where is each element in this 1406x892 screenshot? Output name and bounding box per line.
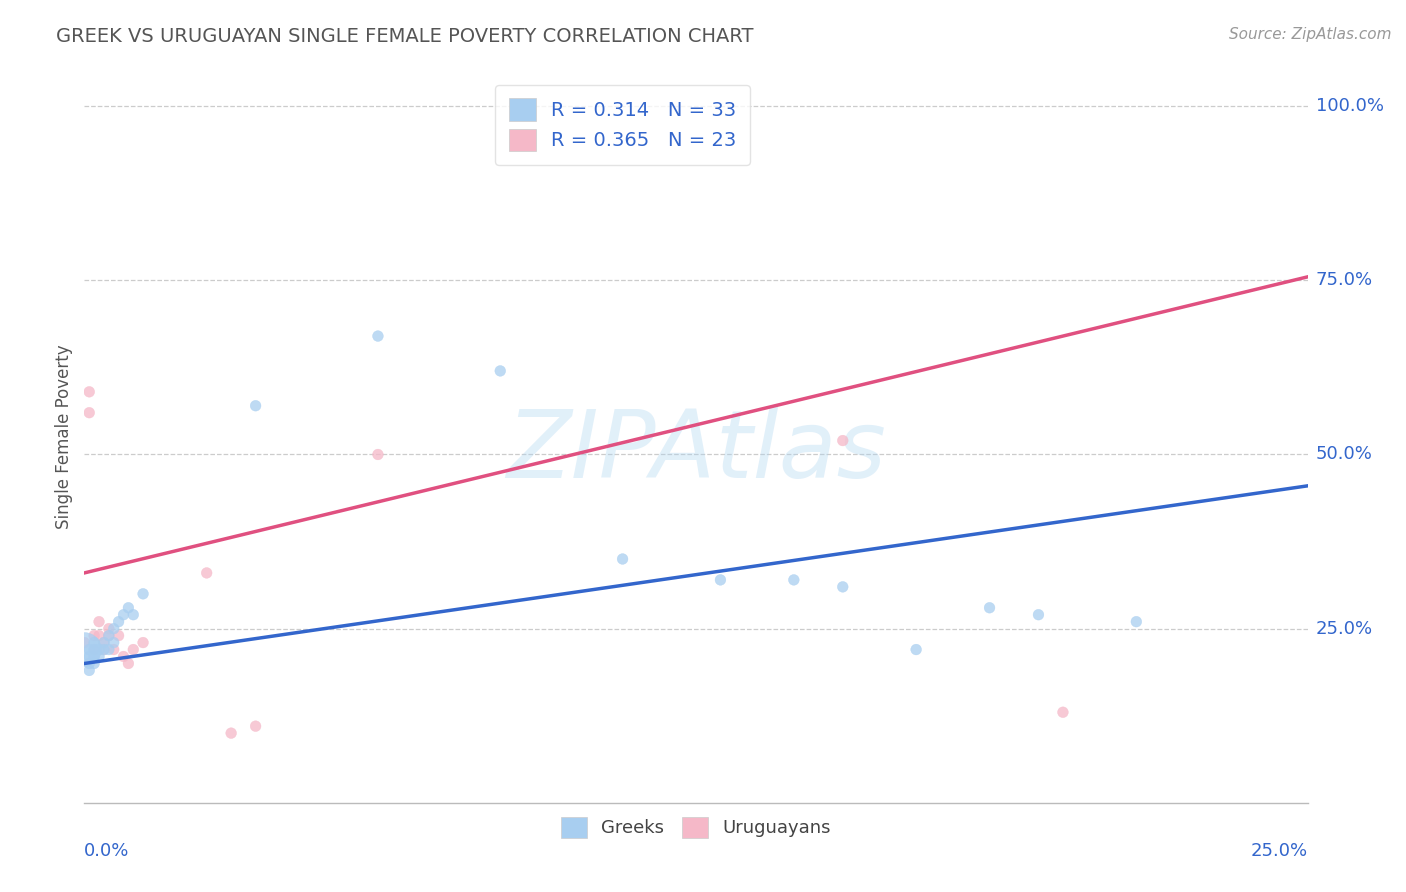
Point [103,622,125,636]
Point [219,726,242,740]
Point [93,642,115,657]
Point [709,573,731,587]
Point [87,615,110,629]
Text: Source: ZipAtlas.com: Source: ZipAtlas.com [1229,27,1392,42]
Point [122,642,145,657]
Y-axis label: Single Female Poverty: Single Female Poverty [55,345,73,529]
Point [245,719,267,733]
Point [107,615,129,629]
Text: 25.0%: 25.0% [1250,842,1308,860]
Point [77,642,100,657]
Point [73,635,96,649]
Point [112,607,135,622]
Text: GREEK VS URUGUAYAN SINGLE FEMALE POVERTY CORRELATION CHART: GREEK VS URUGUAYAN SINGLE FEMALE POVERTY… [56,27,754,45]
Point [117,600,139,615]
Point [117,657,139,671]
Text: 75.0%: 75.0% [1316,271,1374,289]
Point [367,448,389,462]
Point [132,587,155,601]
Point [97,622,120,636]
Point [87,629,110,643]
Point [1052,705,1074,719]
Point [107,629,129,643]
Point [103,642,125,657]
Point [489,364,512,378]
Point [97,642,120,657]
Point [831,580,853,594]
Point [831,434,853,448]
Point [83,629,105,643]
Point [132,635,155,649]
Point [83,642,105,657]
Point [77,649,100,664]
Point [93,642,115,657]
Point [905,642,928,657]
Legend: Greeks, Uruguayans: Greeks, Uruguayans [554,810,838,845]
Point [73,642,96,657]
Point [77,657,100,671]
Point [93,635,115,649]
Point [112,649,135,664]
Point [83,635,105,649]
Point [83,649,105,664]
Point [83,657,105,671]
Point [122,607,145,622]
Text: ZIPAtlas: ZIPAtlas [506,406,886,497]
Point [783,573,806,587]
Text: 0.0%: 0.0% [84,842,129,860]
Text: 25.0%: 25.0% [1316,620,1374,638]
Point [77,664,100,678]
Point [83,642,105,657]
Point [87,642,110,657]
Point [195,566,218,580]
Text: 50.0%: 50.0% [1316,445,1372,464]
Point [612,552,634,566]
Point [979,600,1001,615]
Point [97,629,120,643]
Point [367,329,389,343]
Point [245,399,267,413]
Text: 100.0%: 100.0% [1316,97,1384,115]
Point [93,635,115,649]
Point [1028,607,1050,622]
Point [77,384,100,399]
Point [1125,615,1147,629]
Point [77,406,100,420]
Point [103,635,125,649]
Point [87,649,110,664]
Point [97,629,120,643]
